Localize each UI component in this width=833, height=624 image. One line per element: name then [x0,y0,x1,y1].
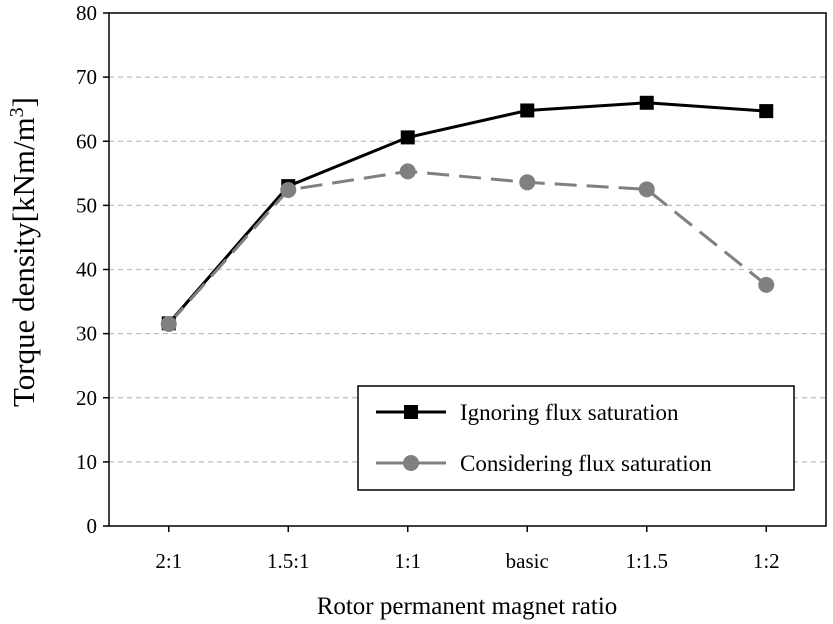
series-1-point-5 [758,276,775,293]
series-1-point-4 [638,181,655,198]
series-line-1 [167,169,768,326]
y-axis-ticks: 0 10 20 30 40 50 60 70 80 [76,1,109,538]
x-tick-label-5: 1:2 [753,549,780,573]
series-1-point-2 [399,163,416,180]
legend-box [357,385,795,491]
legend-label-ignoring: Ignoring flux saturation [460,400,679,425]
y-tick-label-70: 70 [76,65,97,89]
series-1-point-0 [160,316,177,333]
series-line-0 [167,101,767,325]
x-axis-title: Rotor permanent magnet ratio [317,593,618,620]
y-axis-title-superscript: 3 [6,107,28,117]
x-tick-label-4: 1:1.5 [625,549,668,573]
y-axis-title-main: Torque density[kNm/m [6,117,41,407]
y-tick-label-40: 40 [76,258,97,282]
legend-marker-considering [403,455,419,471]
y-tick-label-30: 30 [76,322,97,346]
series-0-point-2 [400,130,415,145]
y-axis-title-suffix: ] [6,97,41,107]
x-tick-label-1: 1.5:1 [267,549,310,573]
y-tick-label-20: 20 [76,386,97,410]
x-axis-ticks: 2:1 1.5:1 1:1 basic 1:1.5 1:2 [155,526,780,573]
y-tick-label-60: 60 [76,129,97,153]
series-0-point-5 [759,104,774,119]
x-tick-label-2: 1:1 [394,549,421,573]
series-group [160,95,775,333]
x-tick-label-0: 2:1 [155,549,182,573]
series-1-point-3 [519,174,536,191]
y-tick-label-80: 80 [76,1,97,25]
legend-marker-ignoring [404,405,418,419]
series-1-point-1 [280,181,297,198]
x-tick-label-3: basic [506,549,549,573]
y-axis-title: Torque density[kNm/m3] [6,97,41,407]
series-0-point-3 [520,103,535,118]
series-0-point-4 [639,95,654,110]
y-tick-label-10: 10 [76,450,97,474]
legend: Ignoring flux saturation Considering flu… [357,385,795,491]
y-tick-label-50: 50 [76,193,97,217]
y-tick-label-0: 0 [87,514,98,538]
legend-label-considering: Considering flux saturation [460,451,712,476]
